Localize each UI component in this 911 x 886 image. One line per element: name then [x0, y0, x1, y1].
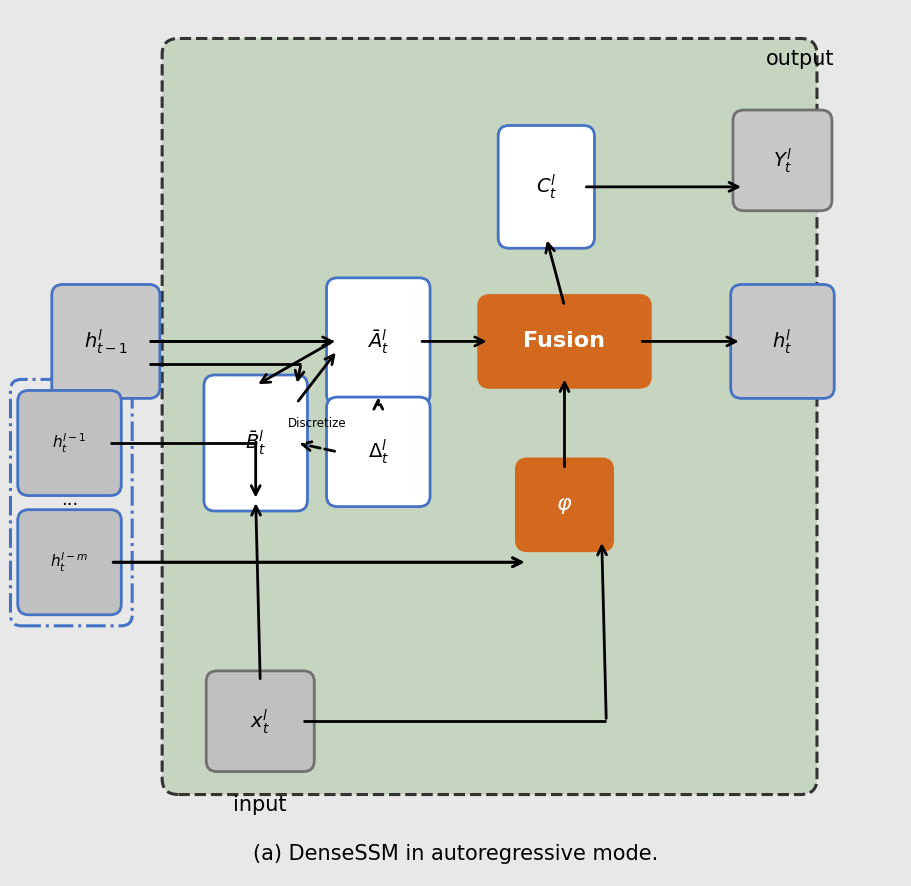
FancyBboxPatch shape	[478, 296, 650, 387]
FancyBboxPatch shape	[731, 284, 834, 399]
FancyBboxPatch shape	[326, 397, 430, 507]
FancyBboxPatch shape	[17, 391, 121, 495]
Text: $\Delta_t^l$: $\Delta_t^l$	[368, 438, 389, 466]
Text: $\bar{B}_t^l$: $\bar{B}_t^l$	[245, 429, 266, 457]
Text: $h_t^{l-1}$: $h_t^{l-1}$	[52, 431, 87, 455]
Text: input: input	[233, 795, 287, 815]
FancyBboxPatch shape	[733, 110, 832, 211]
Text: ...: ...	[61, 492, 78, 509]
Text: $h_t^l$: $h_t^l$	[773, 327, 793, 356]
Text: $\varphi$: $\varphi$	[557, 494, 573, 516]
Text: $C_t^l$: $C_t^l$	[536, 173, 557, 201]
FancyBboxPatch shape	[517, 459, 612, 551]
FancyBboxPatch shape	[204, 375, 307, 511]
Text: output: output	[766, 49, 834, 69]
FancyBboxPatch shape	[17, 509, 121, 615]
Text: $\bar{A}_t^l$: $\bar{A}_t^l$	[367, 327, 390, 356]
FancyBboxPatch shape	[498, 126, 595, 248]
Text: Fusion: Fusion	[524, 331, 606, 352]
FancyBboxPatch shape	[52, 284, 159, 399]
FancyBboxPatch shape	[162, 38, 817, 795]
Text: $h_{t-1}^l$: $h_{t-1}^l$	[84, 327, 128, 356]
Text: Discretize: Discretize	[288, 416, 346, 430]
FancyBboxPatch shape	[206, 671, 314, 772]
Text: $Y_t^l$: $Y_t^l$	[773, 146, 793, 175]
Text: (a) DenseSSM in autoregressive mode.: (a) DenseSSM in autoregressive mode.	[253, 843, 658, 864]
Text: $x_t^l$: $x_t^l$	[251, 707, 271, 735]
FancyBboxPatch shape	[326, 278, 430, 405]
Text: $h_t^{l-m}$: $h_t^{l-m}$	[50, 550, 88, 574]
